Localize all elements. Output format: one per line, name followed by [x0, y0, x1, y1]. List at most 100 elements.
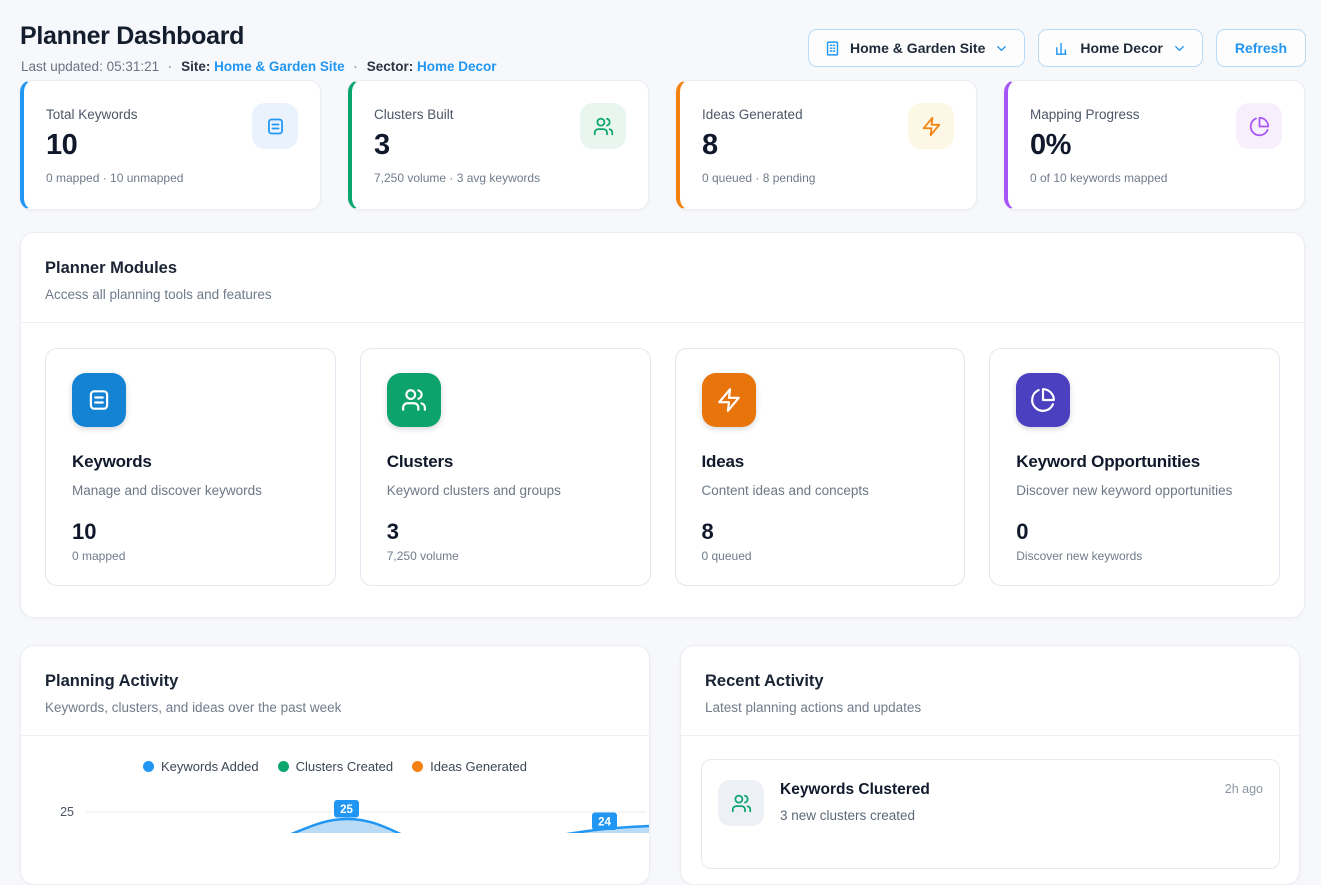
legend-label: Keywords Added: [161, 759, 259, 774]
activity-item-time: 2h ago: [1224, 782, 1263, 796]
module-card-ideas[interactable]: Ideas Content ideas and concepts 8 0 que…: [674, 348, 966, 586]
legend-item-keywords-added: Keywords Added: [143, 759, 259, 774]
legend-dot: [412, 761, 424, 772]
document-icon: [72, 373, 126, 427]
activity-item-keywords-clustered[interactable]: Keywords Clustered 3 new clusters create…: [701, 759, 1280, 869]
legend-item-ideas-generated: Ideas Generated: [412, 759, 527, 774]
last-updated-text: Last updated: 05:31:21: [21, 59, 160, 74]
separator-dot: ·: [353, 59, 358, 74]
stat-label: Clusters Built: [374, 107, 454, 122]
module-title: Clusters: [386, 452, 454, 471]
stat-subtitle: 0 of 10 keywords mapped: [1030, 171, 1168, 185]
stat-value: 8: [702, 129, 718, 161]
activity-item-description: 3 new clusters created: [780, 808, 916, 823]
stat-card-clusters-built: Clusters Built 3 7,250 volume · 3 avg ke…: [348, 80, 649, 210]
refresh-button[interactable]: Refresh: [1215, 29, 1306, 67]
chevron-down-icon: [994, 41, 1009, 56]
planner-modules-panel: Planner Modules Access all planning tool…: [20, 232, 1305, 618]
module-description: Manage and discover keywords: [72, 483, 262, 498]
modules-panel-subtitle: Access all planning tools and features: [45, 287, 272, 302]
module-stat-label: 0 queued: [701, 549, 752, 563]
stat-card-total-keywords: Total Keywords 10 0 mapped · 10 unmapped: [20, 80, 321, 210]
planning-activity-chart: 25 25 24: [41, 789, 651, 884]
recent-activity-subtitle: Latest planning actions and updates: [705, 700, 922, 715]
module-stat-value: 10: [72, 519, 97, 544]
data-point-badge: 24: [592, 812, 617, 830]
pie-chart-icon: [1016, 373, 1071, 427]
site-dropdown-value: Home & Garden Site: [850, 40, 986, 56]
legend-dot: [143, 761, 154, 772]
y-axis-tick: 25: [60, 805, 74, 819]
recent-activity-title: Recent Activity: [705, 672, 824, 690]
divider: [21, 735, 649, 736]
stat-value: 10: [46, 129, 78, 161]
module-description: Content ideas and concepts: [701, 483, 869, 498]
users-icon: [718, 780, 764, 826]
stat-label: Total Keywords: [46, 107, 138, 122]
header-meta: Last updated: 05:31:21 · Site: Home & Ga…: [21, 59, 497, 74]
module-card-clusters[interactable]: Clusters Keyword clusters and groups 3 7…: [359, 348, 651, 586]
stat-value: 3: [374, 129, 390, 161]
page-title: Planner Dashboard: [20, 22, 245, 50]
module-card-keyword-opportunities[interactable]: Keyword Opportunities Discover new keywo…: [989, 348, 1280, 586]
sector-link[interactable]: Home Decor: [416, 59, 497, 74]
stat-label: Mapping Progress: [1030, 107, 1140, 122]
module-description: Discover new keyword opportunities: [1016, 483, 1233, 498]
activity-item-title: Keywords Clustered: [780, 781, 930, 798]
users-icon: [580, 103, 626, 149]
stat-subtitle: 0 mapped · 10 unmapped: [46, 171, 184, 185]
keywords-added-line: [235, 817, 650, 853]
zap-icon: [908, 103, 954, 149]
module-stat-label: 0 mapped: [72, 549, 126, 563]
sector-dropdown[interactable]: Home Decor: [1038, 29, 1203, 67]
module-title: Keyword Opportunities: [1016, 452, 1201, 471]
sector-dropdown-value: Home Decor: [1080, 40, 1163, 56]
planning-activity-subtitle: Keywords, clusters, and ideas over the p…: [45, 700, 342, 715]
chart-legend: Keywords Added Clusters Created Ideas Ge…: [21, 759, 649, 774]
stat-value: 0%: [1030, 129, 1071, 161]
stat-subtitle: 0 queued · 8 pending: [702, 171, 816, 185]
divider: [681, 735, 1299, 736]
site-dropdown[interactable]: Home & Garden Site: [808, 29, 1026, 67]
stats-row: Total Keywords 10 0 mapped · 10 unmapped…: [20, 80, 1305, 210]
svg-text:25: 25: [340, 804, 353, 816]
planning-activity-panel: Planning Activity Keywords, clusters, an…: [20, 645, 650, 885]
planner-dashboard-page: Planner Dashboard Last updated: 05:31:21…: [20, 22, 1306, 885]
module-title: Ideas: [701, 452, 745, 471]
legend-label: Clusters Created: [295, 759, 394, 774]
header-controls: Home & Garden Site Home Decor Refresh: [808, 29, 1306, 67]
document-icon: [252, 103, 298, 149]
zap-icon: [701, 373, 756, 427]
modules-grid: Keywords Manage and discover keywords 10…: [21, 323, 1304, 611]
data-point-badge: 25: [334, 800, 359, 818]
module-stat-value: 8: [701, 519, 714, 544]
module-stat-label: Discover new keywords: [1016, 549, 1143, 563]
module-card-keywords[interactable]: Keywords Manage and discover keywords 10…: [45, 348, 336, 586]
planning-activity-title: Planning Activity: [45, 672, 179, 690]
site-link[interactable]: Home & Garden Site: [214, 59, 345, 74]
stat-subtitle: 7,250 volume · 3 avg keywords: [374, 171, 541, 185]
pie-chart-icon: [1236, 103, 1282, 149]
building-icon: [824, 40, 841, 57]
separator-dot: ·: [168, 59, 173, 74]
module-stat-value: 0: [1016, 519, 1029, 544]
bar-chart-icon: [1054, 40, 1071, 57]
recent-activity-panel: Recent Activity Latest planning actions …: [680, 645, 1300, 885]
legend-dot: [277, 761, 289, 772]
users-icon: [386, 373, 441, 427]
module-title: Keywords: [72, 452, 152, 471]
module-description: Keyword clusters and groups: [386, 483, 561, 498]
site-label: Site:: [181, 59, 211, 74]
modules-panel-title: Planner Modules: [45, 259, 178, 277]
divider: [21, 322, 1304, 323]
legend-label: Ideas Generated: [430, 759, 527, 774]
stat-card-mapping-progress: Mapping Progress 0% 0 of 10 keywords map…: [1004, 80, 1305, 210]
legend-item-clusters-created: Clusters Created: [277, 759, 394, 774]
module-stat-value: 3: [386, 519, 399, 544]
chevron-down-icon: [1172, 41, 1187, 56]
sector-label: Sector:: [366, 59, 414, 74]
stat-label: Ideas Generated: [702, 107, 803, 122]
module-stat-label: 7,250 volume: [386, 549, 459, 563]
stat-card-ideas-generated: Ideas Generated 8 0 queued · 8 pending: [676, 80, 977, 210]
svg-text:24: 24: [598, 817, 611, 829]
